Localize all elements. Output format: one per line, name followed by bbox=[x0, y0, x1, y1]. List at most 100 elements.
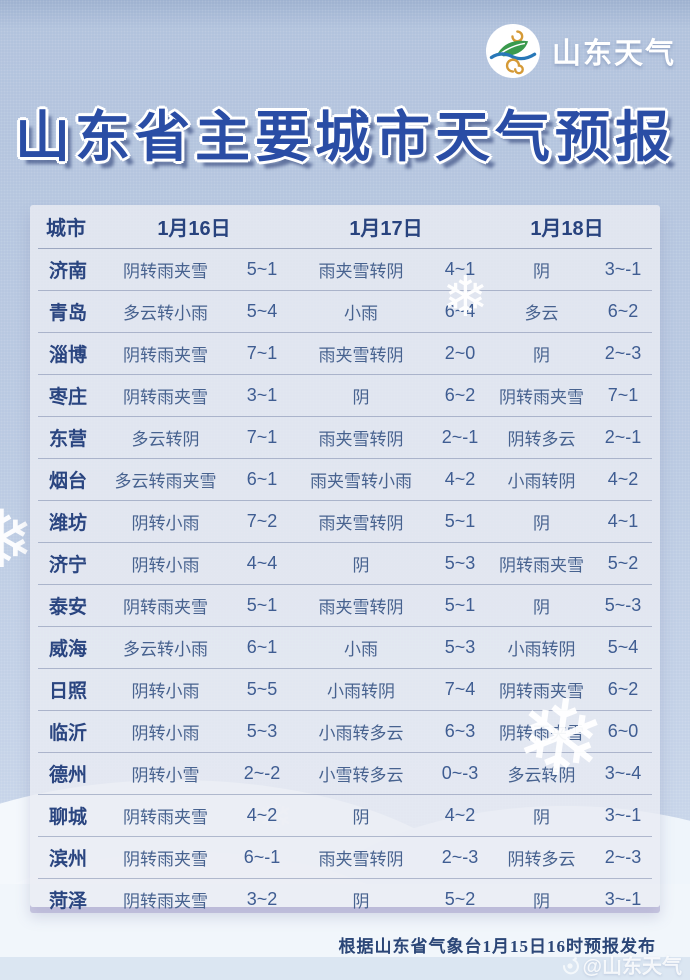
weather-desc: 多云 bbox=[524, 304, 559, 323]
weather-desc: 雨夹雪转阴 bbox=[318, 514, 404, 533]
city-name: 德州 bbox=[48, 765, 87, 786]
table-row: 济南 阴转雨夹雪 5~1 雨夹雪转阴 4~1 阴 3~-1 bbox=[38, 249, 652, 290]
city-name: 聊城 bbox=[48, 807, 87, 828]
weather-desc: 阴转小雨 bbox=[131, 556, 200, 575]
temp-range: 5~3 bbox=[246, 721, 278, 741]
temp-range: 2~-3 bbox=[604, 847, 642, 867]
temp-range: 5~2 bbox=[607, 553, 639, 573]
date-header-jan18: 1月18日 bbox=[530, 218, 604, 240]
temp-range: 7~2 bbox=[246, 511, 278, 531]
temp-range: 4~2 bbox=[607, 469, 639, 489]
temp-range: 6~4 bbox=[444, 301, 476, 321]
weather-desc: 多云转雨夹雪 bbox=[114, 472, 217, 491]
weather-desc: 阴转多云 bbox=[507, 850, 576, 869]
table-row: 泰安 阴转雨夹雪 5~1 雨夹雪转阴 5~1 阴 5~-3 bbox=[38, 584, 652, 626]
weather-desc: 阴转雨夹雪 bbox=[499, 682, 584, 701]
weather-desc: 雨夹雪转阴 bbox=[318, 262, 404, 281]
weather-desc: 雨夹雪转阴 bbox=[318, 346, 404, 365]
weather-desc: 阴 bbox=[352, 388, 370, 407]
table-row: 烟台 多云转雨夹雪 6~1 雨夹雪转小雨 4~2 小雨转阴 4~2 bbox=[38, 458, 652, 500]
temp-range: 6~1 bbox=[246, 469, 278, 489]
brand-name: 山东天气 bbox=[552, 38, 677, 70]
city-name: 日照 bbox=[48, 681, 87, 702]
watermark-text: @山东天气 bbox=[582, 956, 682, 978]
weather-desc: 雨夹雪转阴 bbox=[318, 598, 404, 617]
city-name: 东营 bbox=[48, 429, 87, 450]
weather-desc: 小雨转阴 bbox=[507, 640, 576, 659]
weather-desc: 阴转小雨 bbox=[131, 724, 200, 743]
city-name: 临沂 bbox=[48, 723, 87, 744]
weather-desc: 多云转小雨 bbox=[123, 304, 208, 323]
table-row: 聊城 阴转雨夹雪 4~2 阴 4~2 阴 3~-1 bbox=[38, 794, 652, 836]
table-row: 东营 多云转阴 7~1 雨夹雪转阴 2~-1 阴转多云 2~-1 bbox=[38, 416, 652, 458]
temp-range: 3~1 bbox=[246, 385, 278, 405]
temp-range: 2~-1 bbox=[441, 427, 479, 447]
temp-range: 5~1 bbox=[444, 595, 476, 615]
weather-desc: 阴 bbox=[533, 514, 550, 533]
date-header-jan17: 1月17日 bbox=[349, 218, 423, 240]
temp-range: 4~2 bbox=[246, 805, 278, 825]
temp-range: 7~1 bbox=[607, 385, 639, 405]
table-row: 临沂 阴转小雨 5~3 小雨转多云 6~3 阴转雨夹雪 6~0 bbox=[38, 710, 652, 752]
weather-desc: 阴转雨夹雪 bbox=[499, 724, 584, 743]
shandong-weather-logo-icon bbox=[486, 24, 540, 78]
temp-range: 4~2 bbox=[444, 469, 476, 489]
temp-range: 2~-1 bbox=[604, 427, 642, 447]
table-row: 菏泽 阴转雨夹雪 3~2 阴 5~2 阴 3~-1 bbox=[38, 878, 652, 920]
city-column-header: 城市 bbox=[46, 218, 86, 240]
table-row: 潍坊 阴转小雨 7~2 雨夹雪转阴 5~1 阴 4~1 bbox=[38, 500, 652, 542]
temp-range: 5~2 bbox=[444, 889, 476, 909]
weather-desc: 阴 bbox=[352, 808, 370, 827]
weather-desc: 阴转雨夹雪 bbox=[499, 388, 584, 407]
temp-range: 5~-3 bbox=[604, 595, 642, 615]
temp-range: 3~-1 bbox=[604, 259, 642, 279]
temp-range: 2~-3 bbox=[604, 343, 642, 363]
temp-range: 4~1 bbox=[607, 511, 639, 531]
weather-desc: 阴 bbox=[533, 892, 550, 911]
temp-range: 2~-2 bbox=[243, 763, 281, 783]
weather-desc: 多云转阴 bbox=[131, 430, 200, 449]
forecast-source-note: 根据山东省气象台1月15日16时预报发布 bbox=[338, 937, 656, 956]
table-row: 枣庄 阴转雨夹雪 3~1 阴 6~2 阴转雨夹雪 7~1 bbox=[38, 374, 652, 416]
forecast-table: 城市 1月16日 1月17日 1月18日 济南 阴转雨夹雪 5~1 雨夹雪转阴 4~1 阴… bbox=[30, 205, 660, 912]
temp-range: 5~5 bbox=[246, 679, 278, 699]
temp-range: 6~-1 bbox=[243, 847, 281, 867]
weibo-watermark: @山东天气 bbox=[560, 950, 682, 979]
temp-range: 5~4 bbox=[246, 301, 278, 321]
weather-desc: 阴转小雪 bbox=[131, 766, 200, 785]
date-header-jan16: 1月16日 bbox=[157, 218, 231, 240]
table-row: 日照 阴转小雨 5~5 小雨转阴 7~4 阴转雨夹雪 6~2 bbox=[38, 668, 652, 710]
weather-desc: 阴转雨夹雪 bbox=[123, 262, 208, 281]
table-body: 济南 阴转雨夹雪 5~1 雨夹雪转阴 4~1 阴 3~-1 青岛 多云转小雨 5~4 小雨 6~4 多云… bbox=[38, 249, 652, 920]
snow-bottom-strip bbox=[0, 957, 690, 980]
weather-desc: 小雨 bbox=[344, 640, 378, 659]
weather-desc: 雨夹雪转阴 bbox=[318, 850, 404, 869]
temp-range: 4~2 bbox=[444, 805, 476, 825]
temp-range: 5~3 bbox=[444, 553, 476, 573]
city-name: 泰安 bbox=[48, 597, 87, 618]
temp-range: 6~3 bbox=[444, 721, 476, 741]
weather-desc: 阴转多云 bbox=[507, 430, 576, 449]
temp-range: 4~1 bbox=[444, 259, 476, 279]
brand-logo-group: 山东天气 bbox=[486, 24, 676, 78]
weather-desc: 雨夹雪转阴 bbox=[318, 430, 404, 449]
weather-desc: 阴转雨夹雪 bbox=[123, 850, 208, 869]
city-name: 滨州 bbox=[48, 849, 87, 870]
weather-desc: 阴转小雨 bbox=[131, 682, 200, 701]
temp-range: 5~1 bbox=[444, 511, 476, 531]
weather-desc: 阴 bbox=[533, 808, 550, 827]
weather-desc: 阴转小雨 bbox=[131, 514, 200, 533]
temp-range: 7~4 bbox=[444, 679, 476, 699]
city-name: 济宁 bbox=[48, 555, 87, 576]
temp-range: 7~1 bbox=[246, 343, 278, 363]
weather-desc: 阴转雨夹雪 bbox=[123, 892, 208, 911]
weather-desc: 阴 bbox=[533, 346, 550, 365]
table-row: 青岛 多云转小雨 5~4 小雨 6~4 多云 6~2 bbox=[38, 290, 652, 332]
weather-desc: 阴转雨夹雪 bbox=[123, 808, 208, 827]
weather-desc: 雨夹雪转小雨 bbox=[310, 472, 412, 491]
table-row: 威海 多云转小雨 6~1 小雨 5~3 小雨转阴 5~4 bbox=[38, 626, 652, 668]
city-name: 枣庄 bbox=[48, 387, 87, 408]
temp-range: 6~2 bbox=[444, 385, 476, 405]
temp-range: 3~2 bbox=[246, 889, 278, 909]
table-row: 济宁 阴转小雨 4~4 阴 5~3 阴转雨夹雪 5~2 bbox=[38, 542, 652, 584]
